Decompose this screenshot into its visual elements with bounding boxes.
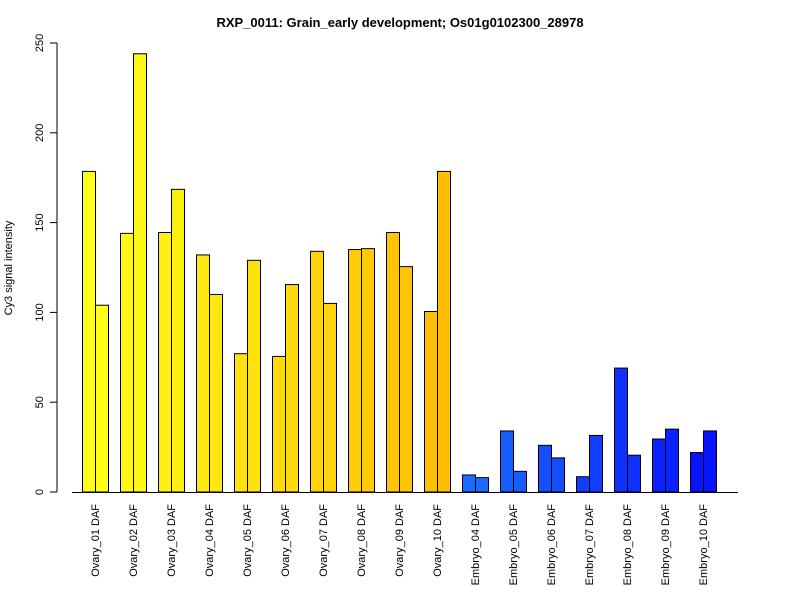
bar — [513, 470, 527, 493]
bar — [386, 231, 400, 493]
bar — [424, 311, 438, 493]
bar — [120, 232, 134, 493]
y-tick-label: 200 — [34, 124, 46, 142]
bar — [323, 302, 337, 493]
x-tick-label: Ovary_09 DAF — [394, 504, 406, 577]
bar — [703, 430, 717, 493]
x-tick-label: Ovary_06 DAF — [280, 504, 292, 577]
bar — [247, 259, 261, 493]
x-tick-label: Ovary_10 DAF — [432, 504, 444, 577]
x-tick-label: Ovary_03 DAF — [166, 504, 178, 577]
bar — [285, 284, 299, 493]
x-tick-label: Embryo_07 DAF — [584, 504, 596, 586]
x-tick-label: Embryo_09 DAF — [660, 504, 672, 586]
bar — [348, 249, 362, 493]
bar — [551, 457, 565, 493]
x-tick-label: Ovary_07 DAF — [318, 504, 330, 577]
y-tick-label: 100 — [34, 303, 46, 321]
bar — [171, 188, 185, 493]
bar — [310, 250, 324, 493]
y-tick-label: 150 — [34, 213, 46, 231]
bar — [500, 430, 514, 493]
bar — [209, 293, 223, 493]
bar — [462, 474, 476, 493]
bar — [95, 304, 109, 493]
bar — [475, 477, 489, 493]
bar — [538, 444, 552, 493]
x-tick-label: Ovary_01 DAF — [90, 504, 102, 577]
bar — [272, 355, 286, 493]
x-tick-label: Ovary_08 DAF — [356, 504, 368, 577]
bar — [627, 454, 641, 493]
bar — [614, 367, 628, 493]
bar — [589, 434, 603, 493]
y-tick-label: 50 — [34, 396, 46, 408]
x-tick-label: Ovary_04 DAF — [204, 504, 216, 577]
bar — [133, 53, 147, 493]
bar — [196, 254, 210, 493]
y-tick-label: 250 — [34, 34, 46, 52]
bar — [652, 438, 666, 493]
x-tick-label: Embryo_08 DAF — [622, 504, 634, 586]
bar — [158, 231, 172, 493]
bar — [437, 170, 451, 493]
x-tick-label: Embryo_05 DAF — [508, 504, 520, 586]
bar — [576, 476, 590, 493]
x-tick-label: Embryo_04 DAF — [470, 504, 482, 586]
category-labels: Ovary_01 DAF Ovary_02 DAF Ovary_03 DAF Ovar… — [90, 504, 710, 586]
bar — [665, 428, 679, 493]
bar — [234, 353, 248, 493]
y-tick-label: 0 — [34, 489, 46, 495]
chart-title: RXP_0011: Grain_early development; Os01g… — [216, 15, 583, 30]
x-tick-label: Embryo_06 DAF — [546, 504, 558, 586]
bar — [690, 451, 704, 493]
x-tick-label: Ovary_02 DAF — [128, 504, 140, 577]
bars — [82, 53, 717, 493]
bar — [361, 248, 375, 493]
x-tick-label: Ovary_05 DAF — [242, 504, 254, 577]
bar — [399, 266, 413, 493]
y-axis: 0 50 100 150 200 250 — [34, 34, 58, 495]
y-axis-title: Cy3 signal intensity — [3, 220, 15, 315]
bar — [82, 170, 96, 493]
x-tick-label: Embryo_10 DAF — [698, 504, 710, 586]
